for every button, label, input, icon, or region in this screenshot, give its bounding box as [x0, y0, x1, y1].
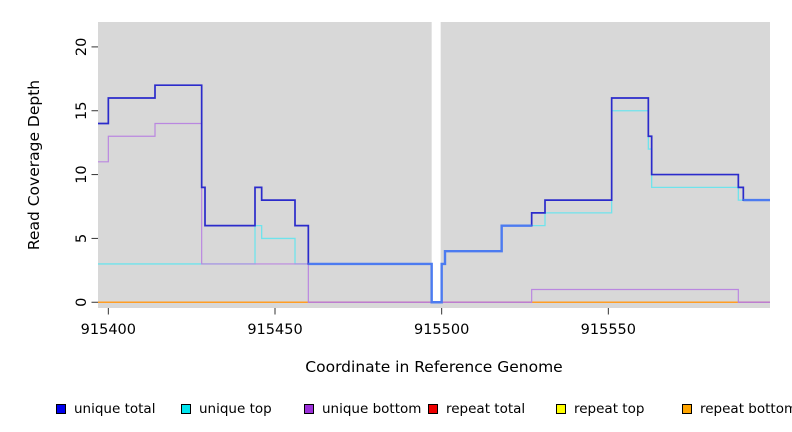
y-tick-label: 15: [74, 102, 90, 120]
y-tick-label: 5: [74, 234, 90, 243]
coverage-gap-band: [431, 22, 441, 303]
series-line-unique-bottom: [98, 122, 770, 303]
x-axis-label: Coordinate in Reference Genome: [305, 358, 562, 376]
y-tick-label: 10: [74, 165, 90, 183]
x-tick-label: 915550: [581, 322, 636, 338]
series-line-unique-total-overlap: [308, 224, 532, 304]
y-tick-label: 0: [74, 298, 90, 307]
x-tick-label: 915500: [414, 322, 469, 338]
x-tick-label: 915400: [81, 322, 136, 338]
y-axis-label: Read Coverage Depth: [25, 80, 43, 250]
y-tick-label: 20: [74, 38, 90, 56]
x-tick-label: 915450: [247, 322, 302, 338]
